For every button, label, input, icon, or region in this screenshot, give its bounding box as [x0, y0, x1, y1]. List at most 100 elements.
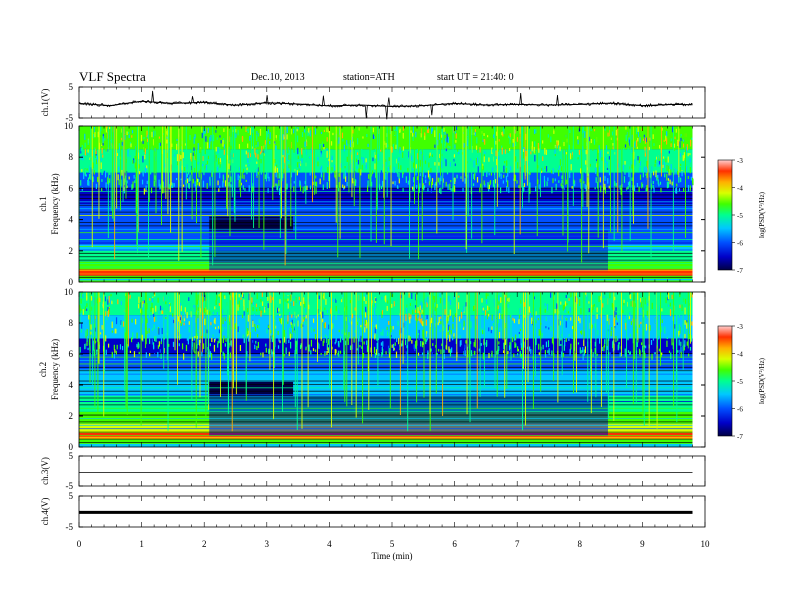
noise-pixel — [608, 156, 611, 160]
noise-pixel — [366, 322, 368, 329]
noise-pixel — [684, 333, 686, 339]
noise-pixel — [674, 136, 676, 140]
noise-pixel — [450, 179, 452, 183]
noise-pixel — [230, 176, 232, 182]
noise-pixel — [505, 337, 507, 341]
noise-pixel — [510, 166, 512, 171]
noise-pixel — [99, 130, 101, 135]
noise-pixel — [535, 320, 537, 324]
noise-pixel — [492, 167, 494, 172]
noise-pixel — [575, 328, 577, 332]
noise-pixel — [293, 326, 296, 331]
noise-pixel — [658, 160, 661, 165]
noise-pixel — [203, 333, 205, 337]
noise-pixel — [453, 188, 456, 193]
noise-pixel — [296, 170, 298, 176]
noise-pixel — [180, 151, 182, 156]
noise-pixel — [505, 302, 507, 305]
noise-pixel — [393, 131, 395, 136]
noise-pixel — [171, 320, 173, 324]
noise-pixel — [359, 344, 361, 348]
noise-pixel — [604, 175, 606, 178]
quiet-region — [209, 395, 608, 437]
noise-pixel — [144, 167, 146, 174]
noise-pixel — [430, 317, 433, 324]
noise-pixel — [658, 183, 660, 187]
noise-pixel — [89, 157, 91, 160]
noise-pixel — [264, 306, 266, 311]
noise-pixel — [641, 184, 644, 187]
noise-pixel — [515, 334, 517, 341]
noise-pixel — [390, 325, 392, 333]
noise-pixel — [466, 139, 468, 146]
noise-pixel — [560, 343, 562, 347]
noise-pixel — [305, 348, 307, 351]
noise-pixel — [447, 184, 449, 190]
noise-pixel — [665, 158, 667, 163]
noise-pixel — [385, 159, 387, 162]
noise-pixel — [224, 326, 227, 330]
noise-pixel — [105, 332, 108, 336]
noise-pixel — [675, 188, 677, 194]
noise-pixel — [337, 352, 339, 356]
noise-pixel — [453, 333, 455, 337]
noise-pixel — [668, 350, 671, 353]
noise-pixel — [375, 298, 377, 302]
noise-pixel — [381, 311, 383, 318]
noise-pixel — [158, 341, 160, 347]
noise-pixel — [459, 335, 461, 339]
noise-pixel — [412, 309, 414, 315]
noise-pixel — [111, 301, 113, 304]
noise-pixel — [222, 180, 224, 188]
noise-pixel — [120, 328, 122, 333]
noise-pixel — [495, 150, 497, 157]
noise-pixel — [666, 173, 668, 181]
noise-pixel — [634, 158, 636, 166]
noise-pixel — [569, 168, 571, 173]
noise-pixel — [252, 183, 254, 188]
noise-pixel — [142, 173, 144, 177]
noise-pixel — [153, 312, 155, 317]
noise-pixel — [434, 130, 436, 138]
noise-pixel — [449, 162, 451, 167]
noise-pixel — [407, 180, 409, 185]
noise-pixel — [523, 329, 525, 336]
noise-pixel — [477, 149, 479, 153]
noise-pixel — [488, 313, 490, 317]
noise-pixel — [645, 147, 647, 154]
noise-pixel — [265, 144, 267, 151]
noise-pixel — [227, 174, 229, 178]
noise-pixel — [526, 346, 529, 350]
noise-pixel — [241, 314, 244, 319]
noise-pixel — [163, 186, 165, 194]
noise-pixel — [179, 319, 182, 324]
noise-pixel — [525, 133, 527, 140]
noise-pixel — [658, 348, 660, 352]
y-tick-label: 5 — [69, 491, 74, 501]
noise-pixel — [646, 168, 648, 176]
noise-pixel — [375, 320, 377, 324]
noise-pixel — [234, 323, 236, 330]
noise-pixel — [317, 342, 319, 349]
noise-pixel — [661, 326, 663, 330]
y-tick-label: 4 — [69, 380, 74, 390]
noise-pixel — [516, 180, 518, 184]
noise-pixel — [639, 297, 642, 303]
noise-pixel — [289, 333, 291, 340]
noise-pixel — [104, 296, 107, 302]
noise-pixel — [572, 151, 574, 158]
noise-pixel — [209, 143, 211, 149]
noise-pixel — [275, 137, 277, 144]
noise-pixel — [534, 129, 536, 134]
noise-pixel — [520, 332, 522, 340]
noise-pixel — [569, 171, 571, 178]
noise-pixel — [131, 130, 134, 134]
noise-pixel — [498, 313, 501, 319]
noise-pixel — [427, 353, 429, 359]
noise-pixel — [168, 343, 170, 347]
noise-pixel — [124, 175, 127, 183]
noise-pixel — [293, 148, 295, 153]
noise-pixel — [648, 146, 650, 151]
noise-pixel — [352, 129, 354, 134]
noise-pixel — [344, 170, 347, 177]
